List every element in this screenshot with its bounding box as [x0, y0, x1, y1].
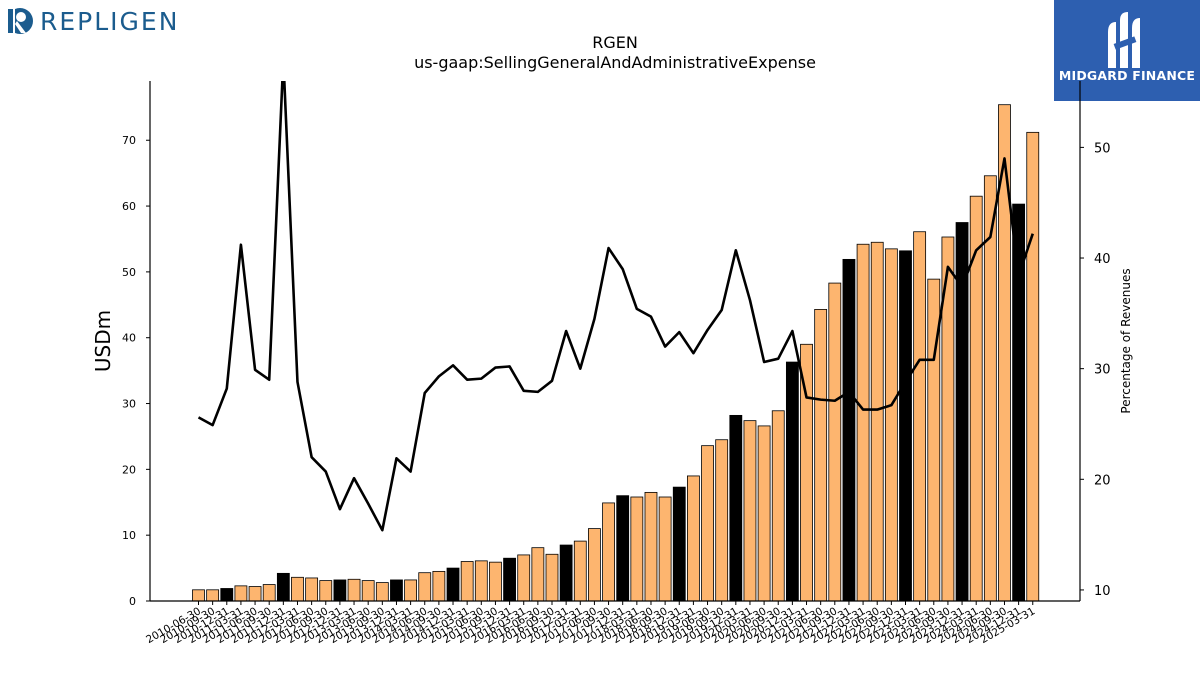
repligen-logo: REPLIGEN [4, 4, 179, 38]
bar-2014-03-31 [404, 579, 418, 602]
bar-2011-06-30 [248, 586, 262, 602]
midgard-logo-text: MIDGARD FINANCE [1058, 68, 1196, 83]
bar-2016-09-30 [545, 553, 559, 602]
bar-2019-03-31 [687, 475, 700, 602]
bar-2016-12-31 [559, 544, 573, 602]
bar-2013-03-31 [347, 578, 361, 602]
bar-2019-12-31 [729, 414, 743, 602]
y-tick-label: 50 [122, 266, 136, 279]
bar-2022-12-31 [899, 250, 912, 602]
bar-2020-09-30 [771, 410, 785, 602]
bar-2014-06-30 [418, 572, 432, 602]
y-tick-label: 40 [122, 332, 136, 345]
y-tick-label: 70 [122, 134, 136, 147]
bar-2018-12-31 [672, 486, 686, 602]
bar-2021-12-31 [842, 258, 856, 602]
bar-2014-12-31 [446, 567, 460, 602]
bar-2016-06-30 [531, 547, 545, 602]
bar-2010-06-30 [192, 589, 205, 602]
y-tick-label: 10 [122, 529, 136, 542]
bar-2024-03-31 [969, 195, 983, 602]
bar-2015-03-31 [460, 561, 474, 602]
y-tick-label: 20 [122, 463, 136, 476]
bar-2015-12-31 [503, 557, 516, 602]
y2-axis-label: Percentage of Revenues [1119, 268, 1133, 413]
bar-2011-12-31 [276, 572, 290, 602]
bar-2014-09-30 [432, 570, 446, 602]
bar-2012-06-30 [305, 577, 319, 602]
bar-2017-03-31 [573, 540, 587, 602]
bar-2017-06-30 [588, 528, 601, 602]
y2-axis-ticks: 10 20 30 40 50 [1080, 141, 1111, 599]
y-axis-label: USDm [91, 310, 115, 372]
bar-2015-06-30 [474, 560, 488, 602]
bar-2011-09-30 [262, 584, 276, 602]
bar-2018-03-31 [630, 496, 644, 602]
bar-2020-06-30 [757, 425, 771, 602]
bar-2010-09-30 [206, 589, 220, 602]
midgard-finance-logo: MIDGARD FINANCE [1054, 0, 1200, 101]
bar-2022-03-31 [856, 243, 870, 602]
bar-2020-03-31 [743, 420, 757, 602]
y-tick-label: 0 [129, 595, 136, 608]
y2-tick-label: 40 [1094, 252, 1111, 267]
bar-2021-09-30 [828, 282, 842, 602]
y2-tick-label: 10 [1094, 584, 1111, 599]
bar-2020-12-31 [785, 361, 799, 602]
bar-2010-12-31 [220, 588, 234, 602]
bar-2017-09-30 [602, 502, 615, 602]
y-tick-label: 30 [122, 398, 136, 411]
repligen-r-mark-icon [7, 8, 33, 34]
y2-tick-label: 30 [1094, 363, 1111, 378]
chart-subtitle: us-gaap:SellingGeneralAndAdministrativeE… [414, 53, 816, 72]
y2-tick-label: 50 [1094, 141, 1111, 156]
bar-2016-03-31 [517, 554, 531, 602]
bar-2022-06-30 [870, 241, 884, 602]
bar-2019-09-30 [715, 439, 729, 602]
bar-2018-06-30 [644, 491, 658, 602]
y2-tick-label: 20 [1094, 473, 1111, 488]
bar-2013-12-31 [390, 579, 403, 602]
bar-2012-12-31 [333, 579, 347, 602]
bar-2018-09-30 [658, 496, 672, 602]
bar-2012-09-30 [319, 580, 333, 602]
percentage-line [197, 81, 1034, 532]
bar-2013-09-30 [375, 582, 389, 602]
y-axis-ticks: 0 10 20 30 40 50 60 70 [122, 134, 150, 608]
x-axis-ticks: 2010-06-302010-09-302010-12-312011-03-31… [144, 601, 1037, 646]
midgard-monogram-icon [1108, 12, 1140, 68]
bar-2012-03-31 [291, 576, 304, 602]
bar-series [192, 104, 1040, 602]
bar-2017-12-31 [616, 495, 630, 602]
chart-title: RGEN [592, 33, 638, 52]
bar-2022-09-30 [884, 248, 898, 602]
bar-2023-03-31 [913, 231, 927, 602]
bar-2011-03-31 [234, 585, 248, 602]
repligen-logo-text: REPLIGEN [40, 6, 180, 36]
y-tick-label: 60 [122, 200, 136, 213]
bar-2025-03-31 [1026, 131, 1040, 602]
line-series [197, 81, 1034, 532]
bar-2013-06-30 [361, 580, 375, 602]
bar-2019-06-30 [701, 445, 714, 602]
chart-axes [149, 81, 1081, 602]
bar-2015-09-30 [489, 561, 502, 602]
bar-2021-06-30 [814, 309, 828, 602]
